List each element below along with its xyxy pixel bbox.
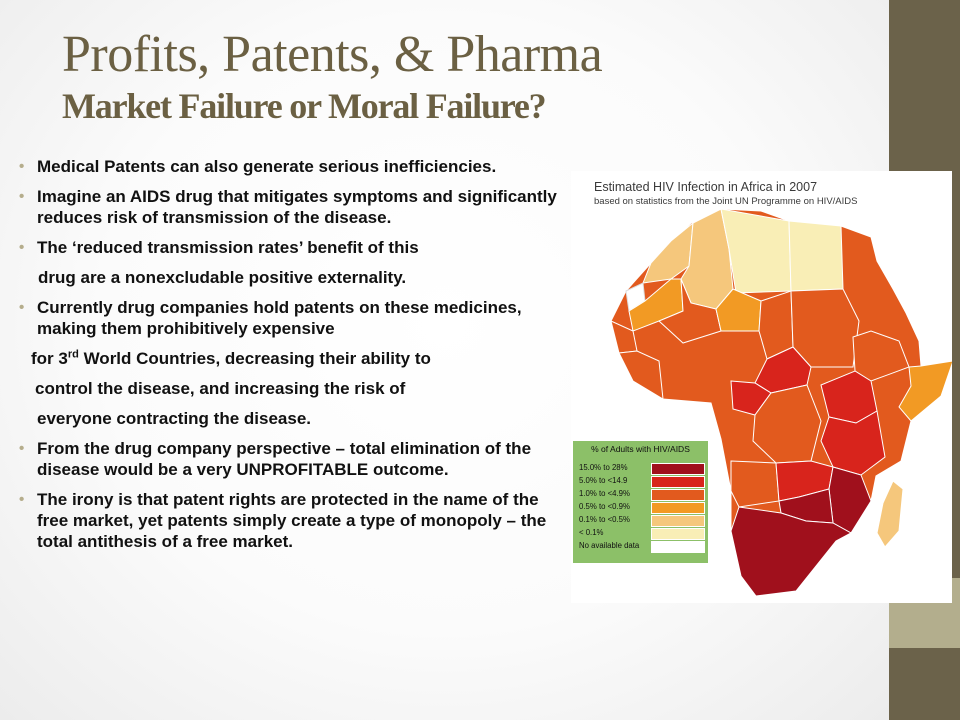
bullet-item: • The ‘reduced transmission rates’ benef… (18, 237, 573, 258)
legend-label: 15.0% to 28% (579, 463, 628, 472)
superscript-text: rd (67, 348, 79, 361)
africa-map (610, 208, 952, 597)
legend-label: 0.1% to <0.5% (579, 515, 630, 524)
bullet-continuation: everyone contracting the disease. (37, 409, 311, 428)
legend-label: 0.5% to <0.9% (579, 502, 630, 511)
legend-item: 0.1% to <0.5% (579, 514, 705, 527)
legend-swatch (651, 528, 705, 540)
legend-label: 5.0% to <14.9 (579, 476, 628, 485)
bullet-item: • Imagine an AIDS drug that mitigates sy… (18, 186, 573, 228)
legend-label: No available data (579, 541, 640, 550)
legend-item: 15.0% to 28% (579, 462, 705, 475)
title-line-1: Profits, Patents, & Pharma (62, 26, 603, 83)
bullet-continuation: drug are a nonexcludable positive extern… (38, 268, 407, 287)
libya-region (720, 208, 792, 294)
congo-region (752, 384, 822, 464)
bullet-continuation: for 3rd World Countries, decreasing thei… (18, 348, 573, 369)
bullet-dot-icon: • (19, 440, 25, 457)
south-africa-region (730, 506, 853, 597)
legend-item: 0.5% to <0.9% (579, 501, 705, 514)
mali-region (658, 278, 722, 344)
bullet-text: The ‘reduced transmission rates’ benefit… (37, 238, 419, 257)
legend-label: 1.0% to <4.9% (579, 489, 630, 498)
map-title: Estimated HIV Infection in Africa in 200… (594, 180, 818, 194)
map-legend: % of Adults with HIV/AIDS 15.0% to 28% 5… (573, 441, 708, 563)
bullet-list: • Medical Patents can also generate seri… (18, 156, 573, 561)
legend-label: < 0.1% (579, 528, 604, 537)
guinea-coast-region (618, 350, 664, 400)
bullet-dot-icon: • (19, 239, 25, 256)
map-title-block: Estimated HIV Infection in Africa in 200… (594, 179, 944, 208)
bullet-dot-icon: • (19, 158, 25, 175)
legend-swatch (651, 489, 705, 501)
egypt-region (788, 220, 844, 292)
tanzania-region (820, 410, 886, 476)
title-line-2: Market Failure or Moral Failure? (62, 86, 547, 126)
somalia-region (898, 360, 952, 422)
sudan-region (790, 288, 860, 368)
map-subtitle: based on statistics from the Joint UN Pr… (594, 196, 858, 207)
bullet-item: • Medical Patents can also generate seri… (18, 156, 573, 177)
bullet-dot-icon: • (19, 188, 25, 205)
bullet-text: The irony is that patent rights are prot… (37, 490, 547, 551)
legend-title: % of Adults with HIV/AIDS (591, 444, 690, 454)
legend-item: No available data (579, 540, 705, 553)
bullet-text: Currently drug companies hold patents on… (37, 298, 522, 338)
bullet-continuation: control the disease, and increasing the … (35, 379, 406, 398)
legend-swatch (651, 541, 705, 553)
angola-region (730, 460, 780, 508)
bullet-dot-icon: • (19, 299, 25, 316)
legend-item: 1.0% to <4.9% (579, 488, 705, 501)
legend-swatch (651, 502, 705, 514)
slide-title: Profits, Patents, & Pharma Market Failur… (62, 26, 862, 128)
bullet-item: • Currently drug companies hold patents … (18, 297, 573, 339)
bullet-item: • From the drug company perspective – to… (18, 438, 573, 480)
legend-item: 5.0% to <14.9 (579, 475, 705, 488)
bullet-dot-icon: • (19, 491, 25, 508)
legend-swatch (651, 476, 705, 488)
bullet-text: World Countries, decreasing their abilit… (78, 349, 431, 368)
legend-swatch (651, 515, 705, 527)
madagascar-region (876, 480, 904, 548)
chad-region (758, 290, 794, 360)
bullet-text: From the drug company perspective – tota… (37, 439, 532, 479)
bullet-text: Imagine an AIDS drug that mitigates symp… (37, 187, 557, 227)
bullet-text: Medical Patents can also generate seriou… (37, 157, 497, 176)
bullet-text: for 3 (31, 349, 68, 368)
legend-swatch (651, 463, 705, 475)
legend-item: < 0.1% (579, 527, 705, 540)
bullet-item: • The irony is that patent rights are pr… (18, 489, 573, 552)
hiv-map-figure: Estimated HIV Infection in Africa in 200… (571, 171, 952, 603)
